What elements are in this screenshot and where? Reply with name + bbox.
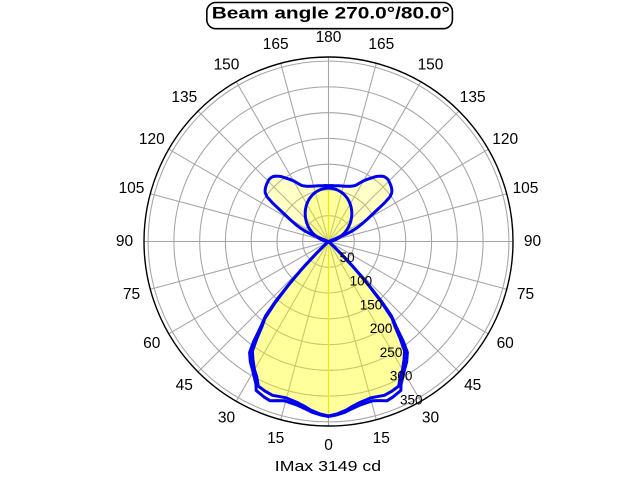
svg-text:200: 200 — [370, 321, 393, 336]
svg-text:15: 15 — [267, 430, 284, 447]
svg-text:0: 0 — [324, 437, 333, 454]
svg-text:45: 45 — [464, 377, 481, 394]
svg-text:150: 150 — [214, 56, 240, 73]
svg-text:180: 180 — [316, 29, 342, 46]
svg-text:45: 45 — [176, 377, 193, 394]
svg-text:90: 90 — [116, 233, 134, 250]
svg-text:Beam angle 270.0°/80.0°: Beam angle 270.0°/80.0° — [212, 3, 450, 21]
svg-text:135: 135 — [460, 89, 486, 106]
svg-text:150: 150 — [418, 56, 444, 73]
svg-text:100: 100 — [350, 274, 373, 289]
svg-text:135: 135 — [171, 89, 197, 106]
svg-text:150: 150 — [360, 298, 383, 313]
svg-text:75: 75 — [517, 286, 534, 303]
svg-text:300: 300 — [390, 369, 413, 384]
svg-text:120: 120 — [492, 131, 518, 148]
svg-text:75: 75 — [123, 286, 140, 303]
svg-text:350: 350 — [400, 392, 423, 407]
svg-text:105: 105 — [119, 180, 145, 197]
svg-text:50: 50 — [340, 250, 355, 265]
svg-text:165: 165 — [368, 36, 394, 53]
svg-text:15: 15 — [373, 430, 390, 447]
svg-text:105: 105 — [513, 180, 539, 197]
svg-text:IMax 3149 cd: IMax 3149 cd — [275, 458, 381, 474]
svg-text:250: 250 — [380, 345, 403, 360]
svg-text:60: 60 — [143, 335, 161, 352]
svg-text:120: 120 — [139, 131, 165, 148]
svg-text:30: 30 — [422, 410, 440, 427]
svg-text:90: 90 — [524, 233, 542, 250]
svg-text:30: 30 — [218, 410, 236, 427]
svg-text:60: 60 — [497, 335, 515, 352]
svg-text:165: 165 — [263, 36, 289, 53]
